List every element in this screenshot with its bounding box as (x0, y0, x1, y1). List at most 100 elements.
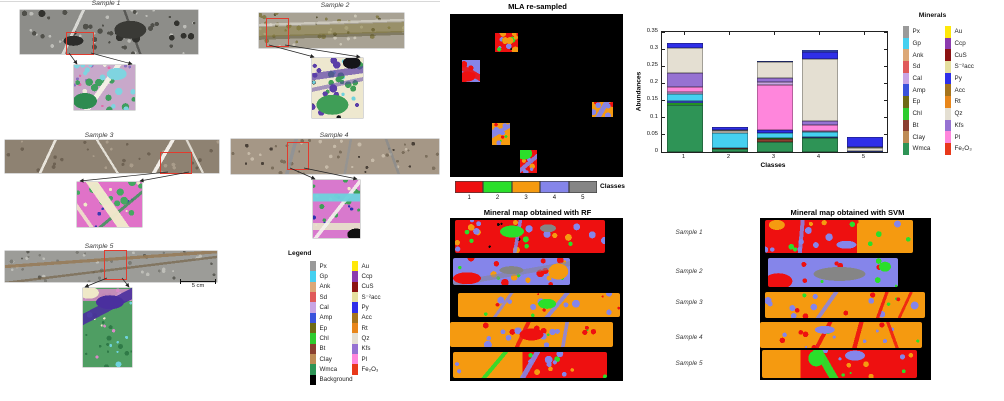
rf-title: Mineral map obtained with RF (483, 208, 592, 217)
legend-swatch-Qz (945, 107, 951, 120)
legend-label: Au (954, 28, 963, 36)
legend-item-S⁻²acc: S⁻²acc (945, 61, 974, 73)
legend-swatch-Au (352, 261, 358, 272)
legend-label: Kfs (361, 345, 371, 353)
legend-swatch-Bt (903, 119, 909, 132)
legend-item-Py: Py (945, 72, 974, 85)
legend-label: Rt (954, 98, 961, 106)
mineral-legend-col2: Au Ccp CuS S⁻²acc Py Acc Rt Qz Kfs Pl Fe₂O₃ (352, 261, 381, 375)
y-tick (884, 117, 887, 119)
legend-item-Clay: Clay (903, 131, 930, 143)
legend-label: Clay (912, 133, 926, 141)
y-tick (662, 100, 665, 102)
x-tick (864, 32, 865, 35)
bar-segment-Py (801, 51, 838, 60)
y-tick (662, 134, 665, 136)
legend-item-Sd: Sd (903, 61, 930, 73)
class-swatch-4 (540, 181, 569, 193)
sample-5-mineral-map (83, 288, 132, 367)
legend-label: Ep (912, 98, 921, 106)
sample-2-roi-rect (266, 18, 289, 47)
legend-swatch-Gp (903, 37, 909, 50)
bar-segment-Py (711, 127, 748, 131)
legend-item-Cal: Cal (310, 302, 353, 313)
bar-segment-Qz (666, 47, 703, 73)
legend-label: Au (361, 262, 370, 270)
legend-swatch-Pl (945, 131, 951, 143)
bar-segment-Amp (801, 137, 838, 139)
sample-3-roi-rect (160, 152, 192, 174)
minerals-legend-col1: Px Gp Ank Sd Cal Amp Ep Chl Bt Clay Wmca (903, 26, 930, 155)
legend-label: CuS (361, 283, 374, 291)
scale-bar-line (180, 281, 216, 282)
mla-patch-sample-4 (492, 123, 510, 145)
legend-label: Gp (912, 40, 921, 48)
svm-panel (760, 218, 931, 380)
bar-segment-Amp (756, 60, 793, 63)
svm-sample-label-3: Sample 3 (675, 299, 703, 306)
y-tick (884, 31, 887, 33)
bar-segment-Wmca (666, 104, 703, 152)
class-swatch-3 (511, 181, 541, 193)
x-tick (729, 32, 730, 35)
class-tick-label: 2 (495, 195, 500, 201)
legend-swatch-Gp (310, 271, 316, 282)
y-tick (662, 83, 665, 84)
legend-item-CuS: CuS (945, 49, 974, 62)
bar-segment-Amp (801, 50, 838, 52)
legend-swatch-Kfs (945, 119, 951, 132)
legend-swatch-S⁻²acc (352, 292, 358, 303)
legend-item-S⁻²acc: S⁻²acc (352, 292, 381, 303)
legend-item-Px: Px (310, 261, 353, 272)
legend-swatch-CuS (945, 49, 951, 62)
legend-item-Cal: Cal (903, 72, 930, 85)
figure-border-top (0, 1, 440, 2)
bar-class-4 (801, 50, 838, 152)
legend-item-Clay: Clay (310, 354, 353, 365)
abundance-chart-plot (661, 31, 888, 153)
svm-sample-label-4: Sample 4 (675, 334, 703, 341)
legend-item-Pl: Pl (352, 354, 381, 365)
legend-label: Amp (319, 314, 333, 322)
bar-class-3 (756, 60, 793, 152)
legend-label: Px (319, 262, 327, 270)
sample-5-photo (5, 251, 217, 282)
legend-item-Ccp: Ccp (945, 37, 974, 50)
scale-bar-cap-right (215, 279, 216, 284)
bar-segment-Amp (846, 150, 883, 152)
rf-strip-sample-4 (450, 322, 613, 347)
class-swatch-2 (483, 181, 512, 193)
class-swatch-5 (568, 181, 598, 193)
class-tick-label: 3 (524, 195, 528, 201)
legend-item-Kfs: Kfs (945, 119, 974, 132)
legend-item-Qz: Qz (945, 107, 974, 120)
legend-item-Ccp: Ccp (352, 271, 381, 282)
legend-label: Py (954, 75, 962, 83)
legend-swatch-Bt (310, 343, 316, 355)
legend-item-Pl: Pl (945, 131, 974, 143)
legend-item-Amp: Amp (310, 312, 353, 324)
legend-label: Ank (319, 283, 331, 291)
legend-item-Sd: Sd (310, 292, 353, 303)
legend-swatch-Fe₂O₃ (352, 364, 358, 375)
bar-segment-Cal (756, 81, 793, 86)
legend-item-Background: Background (310, 374, 353, 386)
legend-label: Acc (361, 314, 372, 322)
legend-item-Gp: Gp (903, 37, 930, 50)
legend-label: Pl (954, 133, 961, 141)
minerals-legend-title: Minerals (918, 12, 947, 19)
legend-item-Rt: Rt (352, 323, 381, 334)
legend-swatch-Ccp (352, 271, 358, 282)
y-tick-label: 0 (654, 147, 658, 154)
legend-item-Bt: Bt (903, 119, 930, 132)
x-tick-label: 5 (861, 154, 866, 160)
scale-bar-label: 5 cm (191, 283, 205, 289)
legend-label: Bt (912, 121, 919, 129)
legend-item-Gp: Gp (310, 271, 353, 282)
zoom-arrows (68, 44, 361, 288)
legend-swatch-Px (310, 261, 316, 272)
legend-swatch-Sd (903, 61, 909, 73)
legend-label: Bt (319, 345, 326, 353)
legend-swatch-Px (903, 26, 909, 38)
